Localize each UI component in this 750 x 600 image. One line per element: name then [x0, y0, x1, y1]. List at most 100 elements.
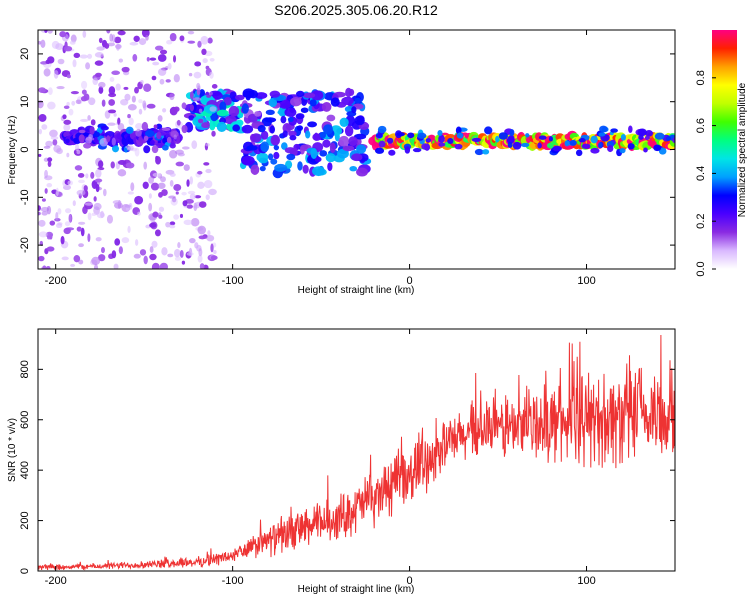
cluster-mark	[288, 130, 297, 137]
band-halo	[407, 132, 415, 139]
noise-speckle	[82, 30, 87, 38]
noise-speckle	[41, 211, 48, 216]
cluster-mark	[228, 105, 240, 117]
top-y-tick-label: -20	[19, 237, 31, 253]
noise-speckle	[207, 37, 213, 44]
cluster-mark	[216, 121, 227, 132]
cluster-mark	[281, 142, 288, 150]
top-y-tick-label: 20	[19, 48, 31, 60]
cluster-mark	[199, 89, 206, 98]
noise-speckle	[125, 145, 131, 149]
noise-speckle	[107, 122, 116, 126]
noise-speckle	[78, 179, 85, 184]
noise-speckle	[167, 62, 172, 70]
cluster-mark	[326, 114, 336, 122]
top-y-tick-label: -10	[19, 189, 31, 205]
noise-speckle	[100, 210, 105, 219]
noise-speckle	[203, 162, 210, 166]
noise-speckle	[169, 32, 177, 42]
band-halo	[377, 125, 387, 134]
noise-speckle	[151, 240, 158, 248]
noise-speckle	[198, 248, 203, 257]
band-halo	[454, 143, 463, 150]
noise-speckle	[143, 135, 149, 142]
cluster-mark	[269, 125, 276, 134]
noise-speckle	[135, 239, 139, 246]
noise-speckle	[57, 58, 65, 65]
band-halo	[525, 133, 530, 138]
noise-speckle	[167, 253, 174, 258]
cluster-mark	[297, 161, 303, 171]
noise-speckle	[109, 33, 114, 42]
noise-speckle	[45, 59, 51, 65]
noise-speckle	[94, 51, 104, 58]
noise-speckle	[138, 108, 143, 115]
noise-speckle	[47, 157, 53, 162]
cluster-mark	[313, 132, 319, 141]
cluster-mark	[259, 165, 266, 172]
noise-speckle	[157, 68, 167, 76]
noise-speckle	[143, 83, 152, 92]
band-halo	[145, 130, 155, 138]
noise-speckle	[117, 160, 127, 165]
noise-speckle	[84, 202, 94, 206]
band-halo	[417, 132, 427, 139]
top-x-ticks: -200 -100 0 100	[45, 30, 596, 287]
noise-speckle	[113, 263, 119, 269]
noise-speckle	[46, 182, 53, 188]
noise-speckle	[77, 172, 85, 178]
noise-speckle	[175, 161, 185, 167]
noise-speckle	[187, 190, 196, 195]
bottom-y-tick-label: 800	[19, 360, 31, 378]
noise-speckle	[120, 98, 129, 106]
noise-speckle	[118, 58, 124, 63]
band-halo	[619, 148, 626, 154]
cluster-mark	[351, 153, 363, 162]
band-halo	[507, 135, 515, 143]
noise-speckle	[98, 86, 104, 94]
noise-speckle	[80, 96, 88, 102]
bottom-y-tick-label: 200	[19, 511, 31, 529]
cluster-mark	[314, 156, 322, 162]
noise-speckle	[210, 255, 218, 261]
noise-speckle	[106, 214, 114, 224]
noise-speckle	[156, 131, 162, 140]
noise-speckle	[201, 48, 207, 56]
noise-speckle	[41, 124, 48, 130]
noise-speckle	[127, 225, 131, 234]
noise-speckle	[205, 168, 212, 174]
band-halo	[412, 148, 422, 153]
top-x-tick-label: -100	[222, 275, 244, 287]
band-halo	[482, 149, 490, 155]
noise-speckle	[169, 180, 174, 187]
noise-speckle	[98, 81, 106, 88]
band-halo	[637, 128, 647, 137]
band-halo	[484, 126, 493, 135]
top-y-ticks: -20 -10 0 10 20	[19, 48, 675, 253]
noise-speckle	[151, 75, 157, 81]
noise-speckle	[148, 176, 154, 184]
noise-speckle	[80, 118, 89, 122]
noise-speckle	[151, 262, 160, 269]
noise-speckle	[170, 130, 179, 138]
band-halo	[665, 136, 671, 142]
noise-speckle	[149, 246, 154, 253]
noise-speckle	[63, 119, 72, 125]
noise-speckle	[44, 30, 48, 34]
noise-speckle	[205, 143, 210, 147]
noise-speckle	[78, 129, 86, 134]
colorbar-tick-label: 0.0	[695, 261, 707, 276]
noise-speckle	[161, 127, 171, 132]
cluster-mark	[257, 125, 266, 133]
cluster-mark	[284, 107, 297, 118]
noise-speckle	[159, 262, 169, 269]
noise-speckle	[55, 187, 59, 197]
band-halo	[65, 138, 70, 144]
noise-speckle	[70, 34, 77, 43]
noise-speckle	[199, 263, 205, 269]
noise-speckle	[169, 93, 175, 101]
noise-speckle	[55, 211, 59, 221]
cluster-mark	[302, 92, 316, 99]
noise-speckle	[152, 61, 160, 66]
cluster-mark	[241, 124, 254, 134]
